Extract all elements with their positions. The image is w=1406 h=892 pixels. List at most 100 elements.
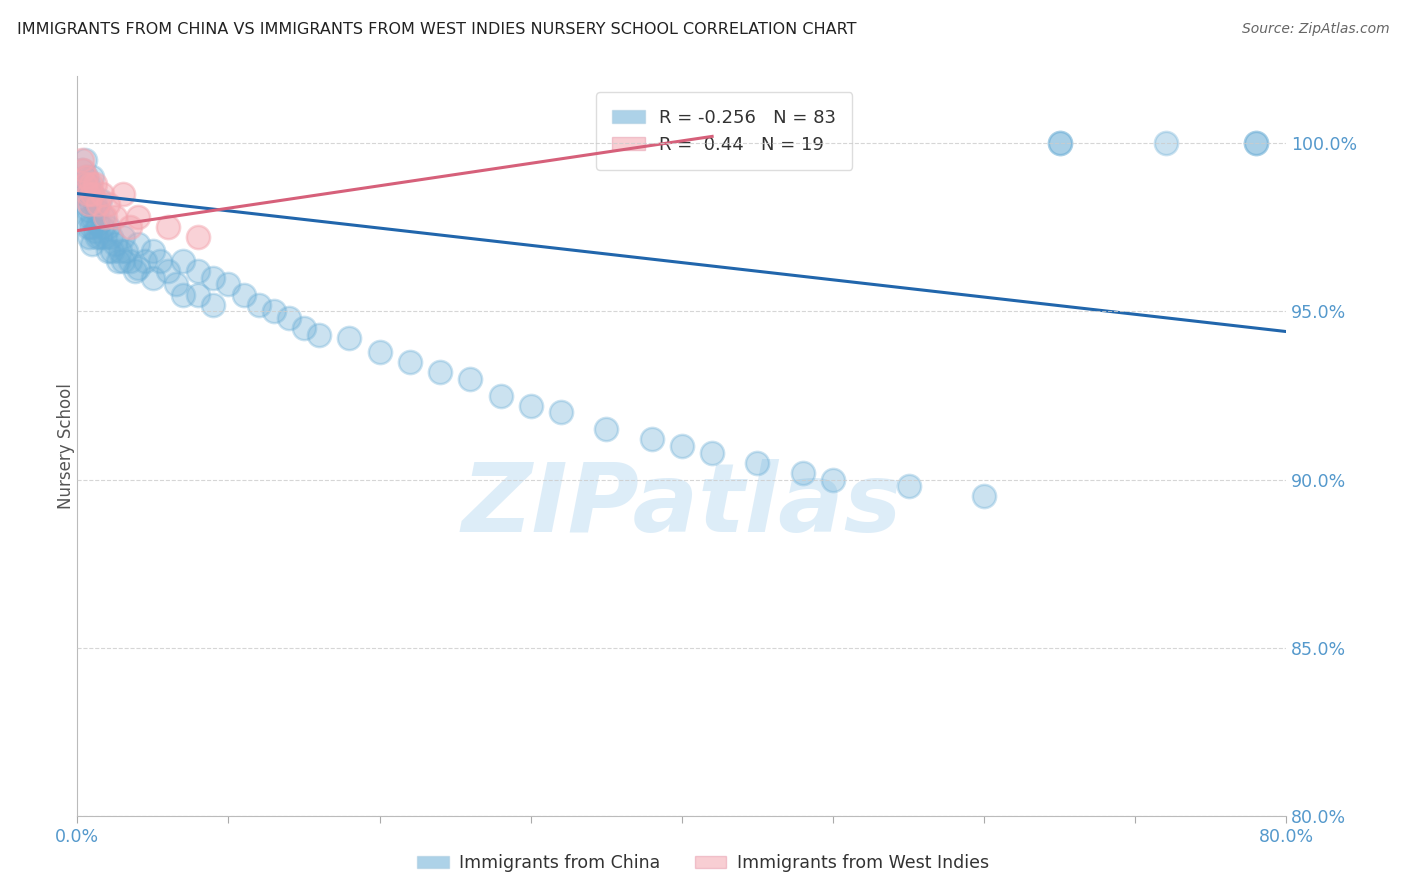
Legend: Immigrants from China, Immigrants from West Indies: Immigrants from China, Immigrants from W…	[411, 847, 995, 879]
Point	[278, 311, 301, 326]
Point	[202, 298, 225, 312]
Point	[86, 230, 108, 244]
Point	[337, 331, 360, 345]
Point	[897, 479, 920, 493]
Point	[84, 224, 107, 238]
Point	[100, 230, 122, 244]
Point	[75, 169, 97, 184]
Point	[671, 439, 693, 453]
Point	[111, 254, 134, 268]
Point	[75, 196, 97, 211]
Point	[399, 355, 422, 369]
Point	[247, 298, 270, 312]
Text: IMMIGRANTS FROM CHINA VS IMMIGRANTS FROM WEST INDIES NURSERY SCHOOL CORRELATION : IMMIGRANTS FROM CHINA VS IMMIGRANTS FROM…	[17, 22, 856, 37]
Point	[77, 177, 100, 191]
Point	[142, 270, 165, 285]
Point	[82, 210, 104, 224]
Point	[172, 287, 194, 301]
Point	[641, 432, 664, 446]
Point	[79, 210, 101, 224]
Point	[1246, 136, 1268, 150]
Point	[157, 264, 180, 278]
Point	[82, 169, 104, 184]
Point	[108, 244, 131, 258]
Point	[96, 244, 118, 258]
Point	[292, 321, 315, 335]
Point	[149, 254, 172, 268]
Point	[86, 203, 108, 218]
Point	[82, 186, 104, 201]
Point	[77, 220, 100, 235]
Point	[165, 277, 187, 292]
Point	[1246, 136, 1268, 150]
Point	[80, 177, 103, 191]
Point	[187, 230, 209, 244]
Point	[82, 186, 104, 201]
Point	[187, 264, 209, 278]
Point	[458, 372, 481, 386]
Point	[75, 169, 97, 184]
Point	[520, 399, 543, 413]
Point	[79, 196, 101, 211]
Point	[308, 328, 330, 343]
Text: Source: ZipAtlas.com: Source: ZipAtlas.com	[1241, 22, 1389, 37]
Point	[91, 210, 114, 224]
Point	[87, 217, 110, 231]
Point	[1049, 136, 1071, 150]
Point	[187, 287, 209, 301]
Point	[489, 388, 512, 402]
Point	[79, 186, 101, 201]
Point	[702, 446, 724, 460]
Point	[77, 203, 100, 218]
Y-axis label: Nursery School: Nursery School	[58, 383, 75, 509]
Point	[73, 186, 96, 201]
Point	[96, 196, 118, 211]
Point	[127, 210, 149, 224]
Point	[93, 210, 115, 224]
Point	[73, 177, 96, 191]
Point	[111, 186, 134, 201]
Point	[104, 210, 127, 224]
Point	[792, 466, 814, 480]
Point	[747, 456, 769, 470]
Point	[127, 237, 149, 252]
Point	[90, 186, 112, 201]
Point	[134, 254, 156, 268]
Point	[84, 177, 107, 191]
Point	[111, 230, 134, 244]
Point	[232, 287, 254, 301]
Point	[93, 230, 115, 244]
Point	[172, 254, 194, 268]
Point	[263, 304, 285, 318]
Point	[368, 344, 391, 359]
Point	[821, 473, 844, 487]
Point	[107, 254, 129, 268]
Point	[90, 220, 112, 235]
Point	[101, 244, 124, 258]
Point	[79, 230, 101, 244]
Point	[120, 220, 142, 235]
Point	[973, 490, 995, 504]
Point	[96, 220, 118, 235]
Point	[124, 264, 146, 278]
Point	[429, 365, 451, 379]
Point	[84, 196, 107, 211]
Point	[72, 163, 94, 178]
Point	[595, 422, 617, 436]
Point	[73, 153, 96, 167]
Point	[70, 163, 93, 178]
Point	[114, 244, 136, 258]
Point	[80, 196, 103, 211]
Point	[77, 186, 100, 201]
Point	[157, 220, 180, 235]
Point	[80, 220, 103, 235]
Point	[1049, 136, 1071, 150]
Point	[70, 153, 93, 167]
Point	[72, 177, 94, 191]
Point	[82, 237, 104, 252]
Legend: R = -0.256   N = 83, R =  0.44   N = 19: R = -0.256 N = 83, R = 0.44 N = 19	[596, 92, 852, 169]
Point	[104, 237, 127, 252]
Point	[202, 270, 225, 285]
Text: ZIPatlas: ZIPatlas	[461, 458, 903, 552]
Point	[89, 194, 111, 208]
